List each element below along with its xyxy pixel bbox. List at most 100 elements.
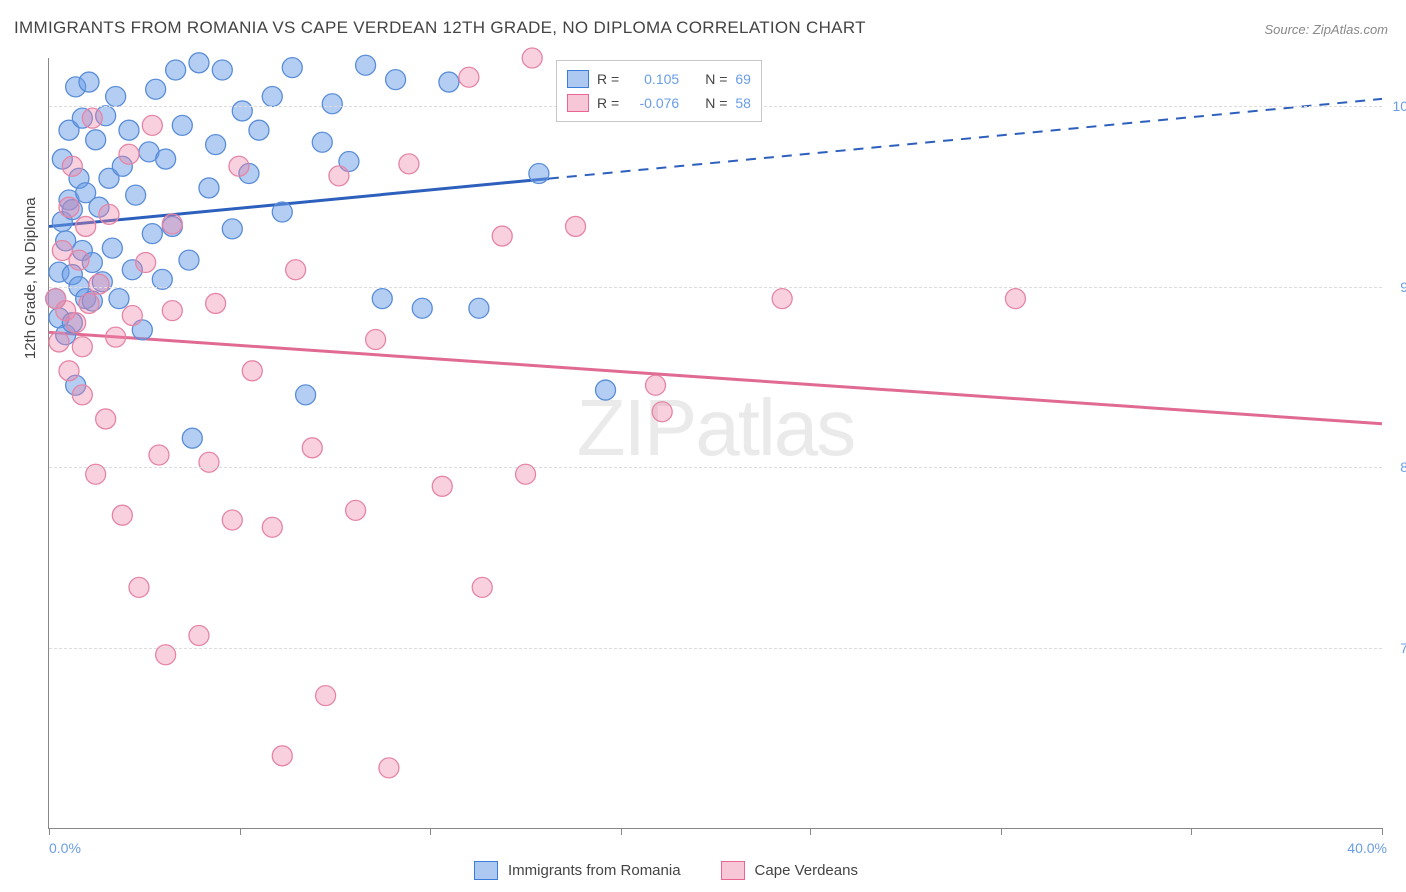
data-point [142,115,162,135]
data-point [149,445,169,465]
plot-area: ZIPatlas 100.0%92.5%85.0%77.5% 0.0% 40.0… [48,58,1382,829]
data-point [99,204,119,224]
data-point [399,154,419,174]
data-point [162,301,182,321]
data-point [412,298,432,318]
x-tick [49,828,50,835]
data-point [302,438,322,458]
data-point [179,250,199,270]
data-point [166,60,186,80]
data-point [772,289,792,309]
data-point [222,510,242,530]
data-point [162,214,182,234]
legend-label: Immigrants from Romania [508,862,681,879]
data-point [199,452,219,472]
data-point [366,330,386,350]
data-point [282,58,302,78]
data-point [372,289,392,309]
legend-n-label: N = [705,67,727,91]
data-point [566,216,586,236]
data-point [146,79,166,99]
data-point [109,289,129,309]
data-point [469,298,489,318]
chart-title: IMMIGRANTS FROM ROMANIA VS CAPE VERDEAN … [14,18,866,38]
legend-n-value: 69 [735,67,751,91]
gridline [49,648,1382,649]
x-axis-min: 0.0% [49,840,81,856]
legend-item: Immigrants from Romania [474,861,681,880]
y-axis-label: 12th Grade, No Diploma [22,197,39,359]
gridline [49,467,1382,468]
data-point [296,385,316,405]
data-point [49,332,69,352]
scatter-svg [49,58,1382,828]
data-point [262,517,282,537]
data-point [119,144,139,164]
x-axis-max: 40.0% [1347,840,1387,856]
y-tick-label: 77.5% [1385,640,1406,656]
x-tick [1001,828,1002,835]
data-point [386,70,406,90]
data-point [102,238,122,258]
x-tick [240,828,241,835]
legend-swatch [474,861,498,880]
data-point [96,409,116,429]
data-point [119,120,139,140]
data-point [82,108,102,128]
x-tick [430,828,431,835]
legend-row: R =-0.076N =58 [567,91,751,115]
x-tick [1382,828,1383,835]
data-point [222,219,242,239]
data-point [89,274,109,294]
data-point [126,185,146,205]
legend-row: R = 0.105 N = 69 [567,67,751,91]
data-point [129,577,149,597]
data-point [356,55,376,75]
legend-swatch [721,861,745,880]
data-point [72,337,92,357]
data-point [142,224,162,244]
source-citation: Source: ZipAtlas.com [1264,22,1388,37]
data-point [492,226,512,246]
y-tick-label: 100.0% [1385,98,1406,114]
data-point [242,361,262,381]
data-point [76,216,96,236]
data-point [106,87,126,107]
trend-line [49,179,549,227]
data-point [529,164,549,184]
data-point [156,149,176,169]
correlation-legend: R = 0.105 N = 69R =-0.076N =58 [556,60,762,122]
legend-item: Cape Verdeans [721,861,858,880]
data-point [69,250,89,270]
legend-r-label: R = [597,67,619,91]
data-point [322,94,342,114]
data-point [79,293,99,313]
data-point [459,67,479,87]
data-point [1005,289,1025,309]
data-point [189,53,209,73]
data-point [122,305,142,325]
data-point [439,72,459,92]
data-point [432,476,452,496]
x-tick [621,828,622,835]
legend-label: Cape Verdeans [755,862,858,879]
data-point [262,87,282,107]
x-tick [810,828,811,835]
data-point [286,260,306,280]
data-point [106,327,126,347]
data-point [72,385,92,405]
data-point [329,166,349,186]
data-point [112,505,132,525]
data-point [182,428,202,448]
data-point [172,115,192,135]
data-point [272,746,292,766]
data-point [232,101,252,121]
legend-r-value: 0.105 [627,67,679,91]
series-legend: Immigrants from Romania Cape Verdeans [474,861,858,880]
y-tick-label: 92.5% [1385,279,1406,295]
data-point [62,156,82,176]
legend-n-value: 58 [735,91,751,115]
data-point [379,758,399,778]
data-point [316,686,336,706]
legend-swatch [567,70,589,88]
